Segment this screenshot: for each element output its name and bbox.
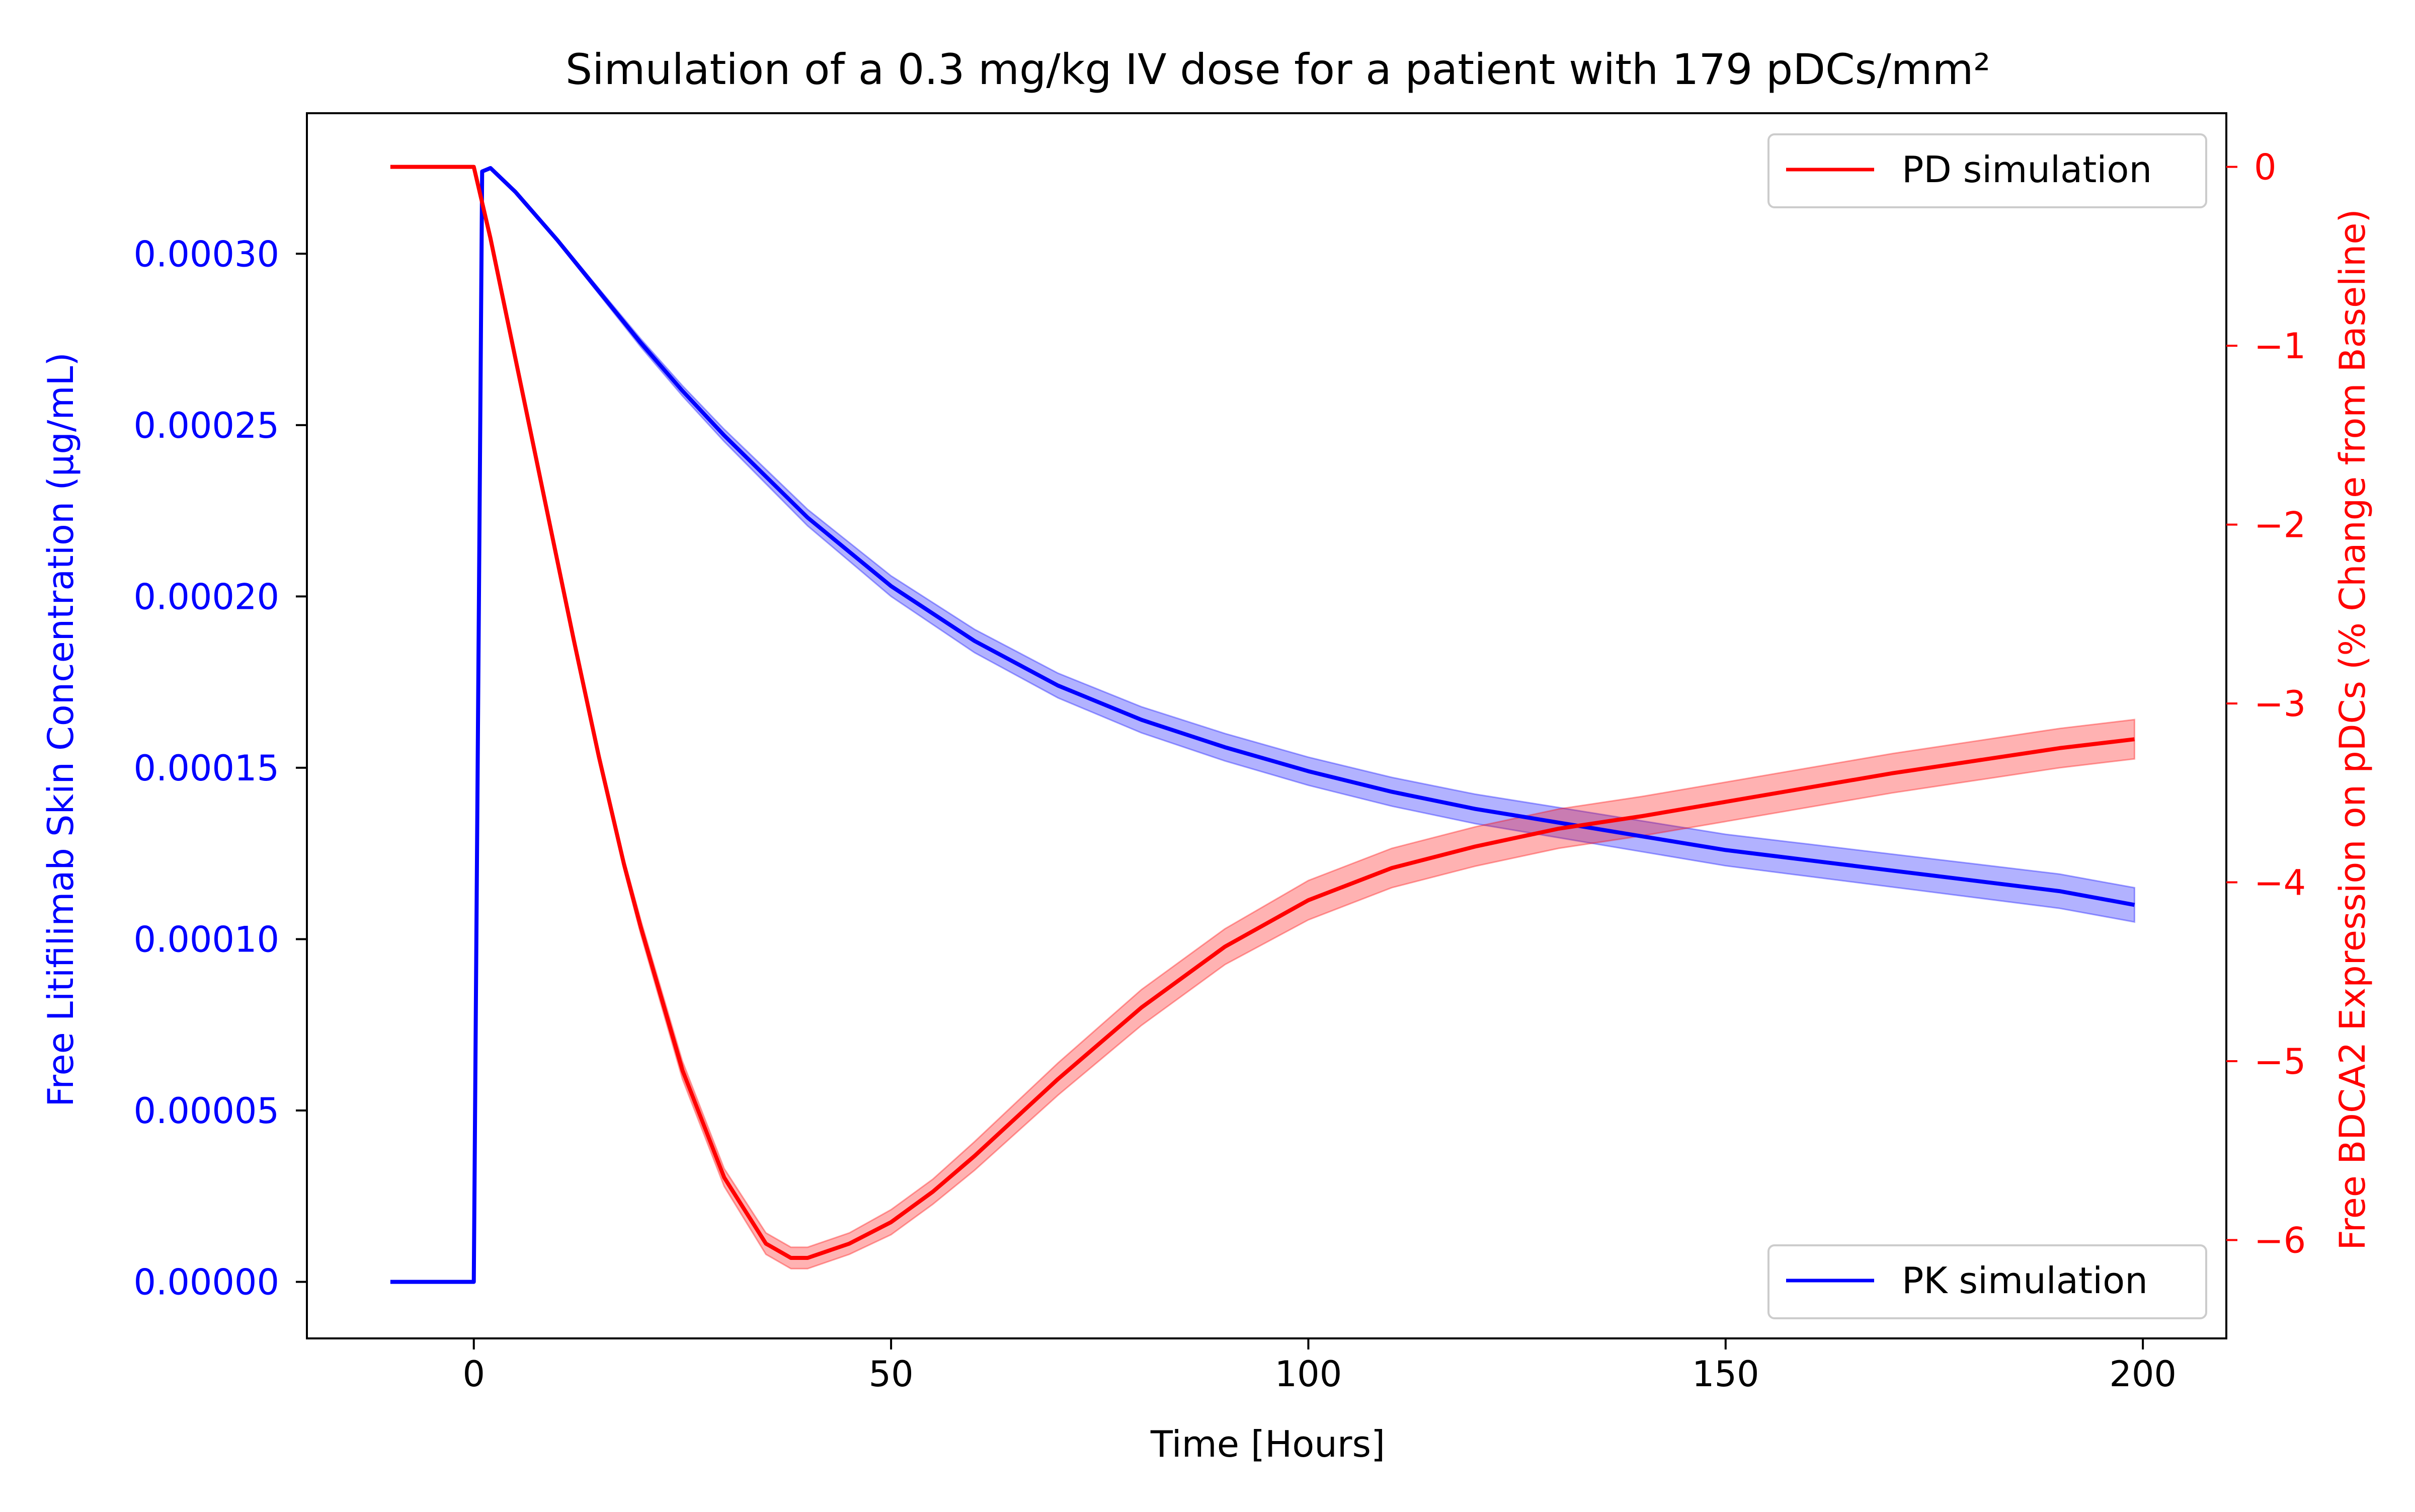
- legend-pk: PK simulation: [1767, 1244, 2207, 1319]
- y1-tick-label: 0.00000: [134, 1262, 279, 1303]
- plot-frame: [306, 112, 2227, 1339]
- y1-tick-label: 0.00030: [134, 233, 279, 275]
- y1-tick-label: 0.00005: [134, 1090, 279, 1132]
- y2-tick-label: −1: [2254, 326, 2306, 367]
- axes: 0 50 100 150 200 0.00000 0.00005 0.00010 0.00015…: [134, 112, 2306, 1395]
- y2-axis-label: Free BDCA2 Expression on pDCs (% Change …: [2332, 209, 2373, 1250]
- x-tick-label: 200: [2109, 1354, 2177, 1395]
- y1-tick-label: 0.00015: [134, 748, 279, 789]
- pk-simulation-line: [390, 166, 2135, 1284]
- pd-simulation-line: [390, 165, 2135, 1260]
- y2-tick-label: −2: [2254, 505, 2306, 546]
- x-tick-label: 50: [869, 1354, 914, 1395]
- legend-pd: PD simulation: [1767, 133, 2207, 208]
- x-axis-label: Time [Hours]: [1150, 1423, 1385, 1465]
- x-tick-label: 150: [1692, 1354, 1759, 1395]
- y1-tick-label: 0.00010: [134, 919, 279, 960]
- y1-axis-label: Free Litifilimab Skin Concentration (µg/…: [40, 352, 82, 1107]
- plot-area: [390, 165, 2135, 1284]
- legend-pk-box: [1767, 1244, 2207, 1319]
- legend-pk-label: PK simulation: [1902, 1259, 2148, 1302]
- y2-tick-label: −5: [2254, 1041, 2306, 1082]
- y2-tick-label: −4: [2254, 862, 2306, 904]
- legend-pd-box: [1767, 133, 2207, 208]
- x-tick-label: 0: [462, 1354, 485, 1395]
- chart-title: Simulation of a 0.3 mg/kg IV dose for a …: [566, 45, 1990, 94]
- x-tick-label: 100: [1275, 1354, 1342, 1395]
- y1-tick-label: 0.00025: [134, 405, 279, 446]
- y2-tick-label: 0: [2254, 147, 2277, 188]
- legend-pd-label: PD simulation: [1902, 148, 2152, 191]
- y2-tick-label: −3: [2254, 683, 2306, 725]
- y1-tick-label: 0.00020: [134, 576, 279, 617]
- y2-tick-label: −6: [2254, 1220, 2306, 1261]
